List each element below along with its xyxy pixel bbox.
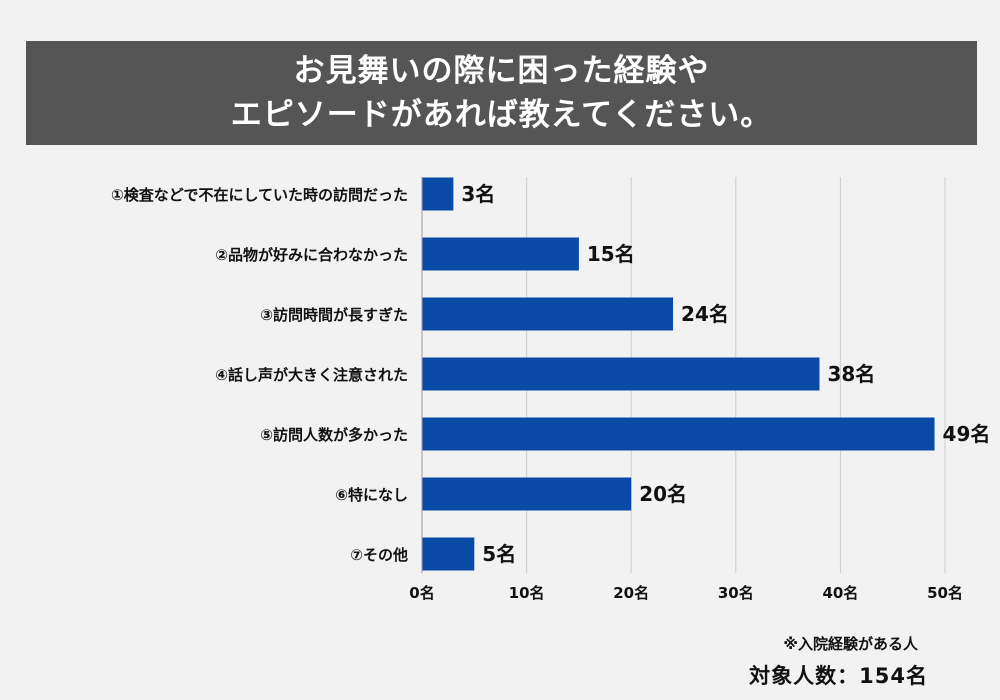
category-label-7: ⑦その他 xyxy=(350,546,408,564)
value-label-3: 24名 xyxy=(681,302,729,326)
x-tick-label-10: 10名 xyxy=(509,584,545,602)
category-label-5: ⑤訪問人数が多かった xyxy=(260,426,408,444)
bar-1 xyxy=(422,177,454,211)
value-label-4: 38名 xyxy=(827,362,875,386)
bar-5 xyxy=(422,417,935,451)
bar-7 xyxy=(422,537,475,571)
x-tick-label-30: 30名 xyxy=(718,584,754,602)
value-label-2: 15名 xyxy=(587,242,635,266)
bar-6 xyxy=(422,477,632,511)
bar-2 xyxy=(422,237,579,271)
chart-title-banner: お見舞いの際に困った経験や エピソードがあれば教えてください。 xyxy=(26,41,977,145)
bar-4 xyxy=(422,357,820,391)
bar-3 xyxy=(422,297,674,331)
category-label-3: ③訪問時間が長すぎた xyxy=(260,306,408,324)
x-tick-label-0: 0名 xyxy=(409,584,434,602)
value-label-6: 20名 xyxy=(639,482,687,506)
x-tick-label-40: 40名 xyxy=(822,584,858,602)
value-label-7: 5名 xyxy=(482,542,516,566)
x-tick-label-50: 50名 xyxy=(927,584,963,602)
category-label-1: ①検査などで不在にしていた時の訪問だった xyxy=(111,186,408,204)
value-label-1: 3名 xyxy=(461,182,495,206)
category-label-2: ②品物が好みに合わなかった xyxy=(215,246,408,264)
category-label-6: ⑥特になし xyxy=(335,486,408,504)
respondent-total: 対象人数：154名 xyxy=(749,664,928,688)
value-label-5: 49名 xyxy=(943,422,991,446)
category-label-4: ④話し声が大きく注意された xyxy=(215,366,408,384)
x-tick-label-20: 20名 xyxy=(613,584,649,602)
respondent-note: ※入院経験がある人 xyxy=(783,635,918,653)
chart-title-line-2: エピソードがあれば教えてください。 xyxy=(230,97,773,133)
chart-title-line-1: お見舞いの際に困った経験や xyxy=(293,53,710,89)
